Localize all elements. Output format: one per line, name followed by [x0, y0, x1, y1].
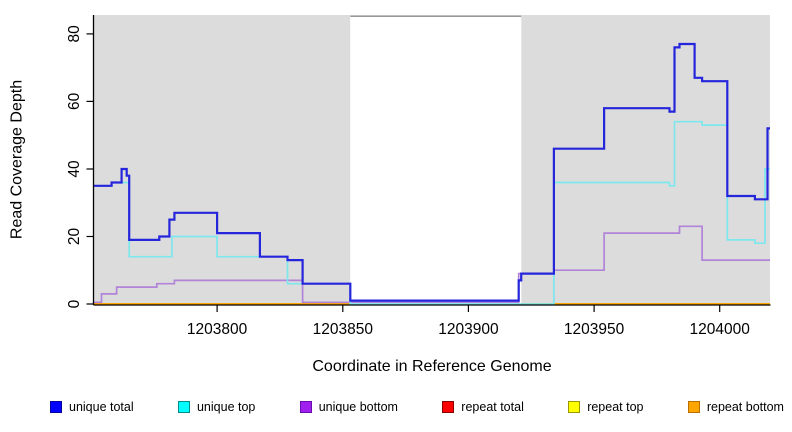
legend-swatch-repeat-top — [568, 401, 581, 413]
y-tick-label: 20 — [66, 228, 83, 246]
x-tick-label: 1204000 — [690, 321, 751, 338]
legend-item-unique-top: unique top — [177, 400, 256, 414]
legend-label-repeat-top: repeat top — [587, 400, 644, 414]
legend-item-unique-total: unique total — [50, 400, 134, 414]
legend-label-repeat-bottom: repeat bottom — [706, 400, 784, 414]
x-tick-label: 1203850 — [313, 321, 374, 338]
legend-label-unique-top: unique top — [196, 400, 256, 414]
legend-item-repeat-top: repeat top — [568, 400, 643, 414]
masked-gap-region — [350, 15, 522, 305]
y-tick-label: 0 — [66, 299, 83, 308]
x-tick-label: 1203800 — [187, 321, 248, 338]
legend-item-unique-bottom: unique bottom — [299, 400, 398, 414]
legend-label-unique-total: unique total — [69, 400, 134, 414]
legend-swatch-unique-total — [50, 401, 62, 413]
y-tick-label: 80 — [66, 25, 83, 43]
chart-legend: unique total unique top unique bottom repea… — [50, 400, 784, 414]
legend-swatch-repeat-total — [442, 401, 455, 413]
y-tick-label: 60 — [66, 92, 83, 110]
legend-item-repeat-total: repeat total — [442, 400, 524, 414]
series-line-unique-total — [94, 42, 770, 302]
x-tick-label: 1203900 — [438, 321, 499, 338]
series-line-unique-bottom — [94, 225, 770, 304]
legend-label-unique-bottom: unique bottom — [318, 400, 398, 414]
x-axis-title: Coordinate in Reference Genome — [312, 358, 552, 375]
legend-swatch-unique-top — [177, 401, 190, 413]
legend-swatch-repeat-bottom — [687, 401, 700, 413]
legend-swatch-unique-bottom — [299, 401, 312, 413]
legend-item-repeat-bottom: repeat bottom — [687, 400, 784, 414]
shaded-region — [521, 15, 770, 305]
y-axis-title: Read Coverage Depth — [8, 79, 26, 240]
shaded-region — [94, 15, 351, 305]
x-tick-label: 1203950 — [564, 321, 625, 338]
y-tick-label: 40 — [66, 160, 83, 178]
legend-label-repeat-total: repeat total — [461, 400, 524, 414]
